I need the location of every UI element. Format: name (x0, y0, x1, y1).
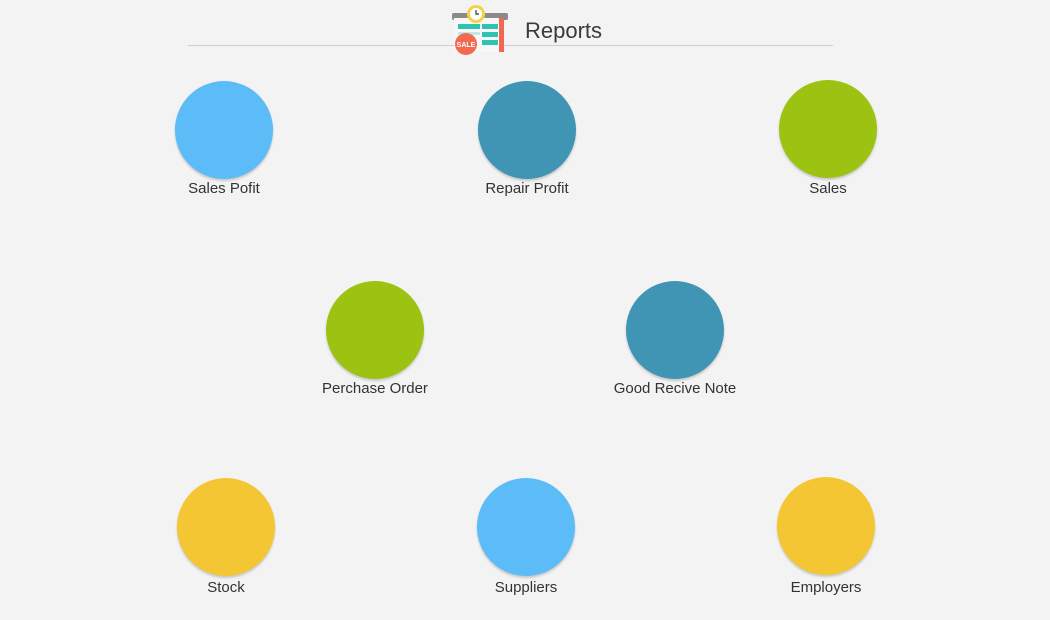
tile-suppliers[interactable]: Suppliers (426, 478, 626, 598)
tile-repair-profit[interactable]: Repair Profit (427, 81, 627, 199)
tile-label[interactable]: Sales (809, 180, 847, 197)
repair-profit-circle-icon[interactable] (478, 81, 576, 179)
tile-stock[interactable]: Stock (126, 478, 326, 598)
tile-label[interactable]: Employers (790, 579, 862, 596)
purchase-order-circle-icon[interactable] (326, 281, 424, 379)
employers-circle-icon[interactable] (777, 477, 875, 575)
tile-employers[interactable]: Employers (726, 477, 926, 598)
tile-purchase-order[interactable]: Perchase Order (275, 281, 475, 399)
tile-label[interactable]: Perchase Order (322, 380, 428, 397)
tile-sales-profit[interactable]: Sales Pofit (124, 81, 324, 199)
tile-label[interactable]: Good Recive Note (613, 380, 737, 397)
stock-circle-icon[interactable] (177, 478, 275, 576)
sales-circle-icon[interactable] (779, 80, 877, 178)
good-receive-note-circle-icon[interactable] (626, 281, 724, 379)
page-title: Reports (525, 18, 603, 43)
sales-profit-circle-icon[interactable] (175, 81, 273, 179)
tile-label[interactable]: Sales Pofit (188, 180, 260, 197)
tile-label[interactable]: Suppliers (494, 579, 558, 596)
tile-sales[interactable]: Sales (728, 80, 928, 199)
header-divider (188, 45, 833, 46)
tile-label[interactable]: Repair Profit (485, 180, 569, 197)
sale-badge-text: SALE (457, 42, 476, 49)
tile-good-receive-note[interactable]: Good Recive Note (575, 281, 775, 399)
tile-label[interactable]: Stock (207, 579, 245, 596)
suppliers-circle-icon[interactable] (477, 478, 575, 576)
report-sale-icon: SALE (452, 5, 508, 55)
